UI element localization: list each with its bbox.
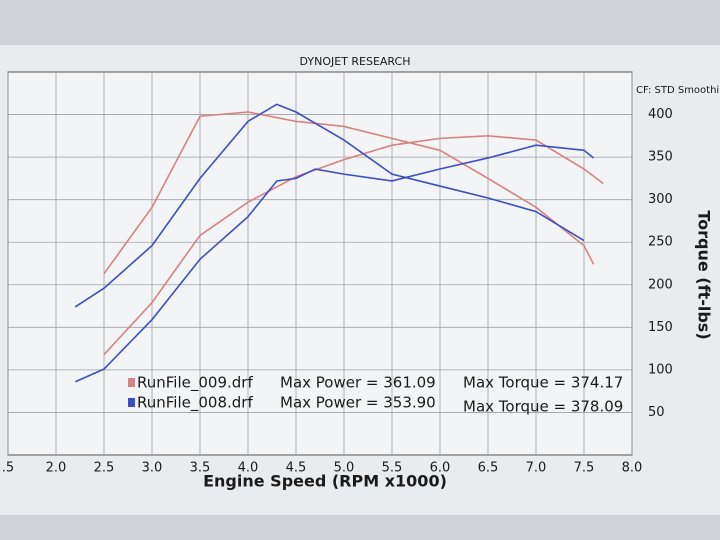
x-tick-label: 6.0 [430,461,451,476]
chart-subtitle: CF: STD Smoothin [636,85,720,96]
x-tick-label: 2.0 [46,461,67,476]
y-tick-label: 50 [648,405,665,420]
x-tick-label: 5.5 [382,461,403,476]
x-tick-label: 2.5 [94,461,115,476]
torque-line [103,111,595,275]
power-line [74,144,595,383]
y-tick-label: 400 [648,107,673,122]
y-tick-label: 250 [648,235,673,250]
legend-name: RunFile_009.drf [137,374,253,393]
x-tick-label: 4.0 [238,461,259,476]
y-tick-label: 100 [648,362,673,377]
legend-max-torque: Max Torque = 378.09 [463,398,623,416]
y-tick-label: 200 [648,277,673,292]
x-tick-label: 6.5 [478,461,499,476]
x-tick-label: .5 [2,461,14,476]
y-tick-label: 150 [648,320,673,335]
legend-max-power: Max Power = 353.90 [280,394,436,412]
chart-title: DYNOJET RESEARCH [300,55,411,68]
legend-max-torque: Max Torque = 374.17 [463,374,623,392]
x-tick-label: 5.0 [334,461,355,476]
x-tick-label: 4.5 [286,461,307,476]
legend-swatch [128,398,135,407]
x-axis-label: Engine Speed (RPM x1000) [203,472,447,491]
x-tick-label: 8.0 [622,461,643,476]
legend-swatch [128,378,135,387]
x-tick-label: 3.5 [190,461,211,476]
legend-max-power: Max Power = 361.09 [280,374,436,392]
x-tick-label: 7.0 [526,461,547,476]
x-tick-label: 3.0 [142,461,163,476]
x-tick-label: 7.5 [574,461,595,476]
y-tick-label: 300 [648,192,673,207]
legend-name: RunFile_008.drf [137,394,253,413]
y-axis-label: Torque (ft-lbs) [695,210,714,339]
torque-line [74,103,585,308]
y-tick-label: 350 [648,150,673,165]
power-line [103,135,604,356]
